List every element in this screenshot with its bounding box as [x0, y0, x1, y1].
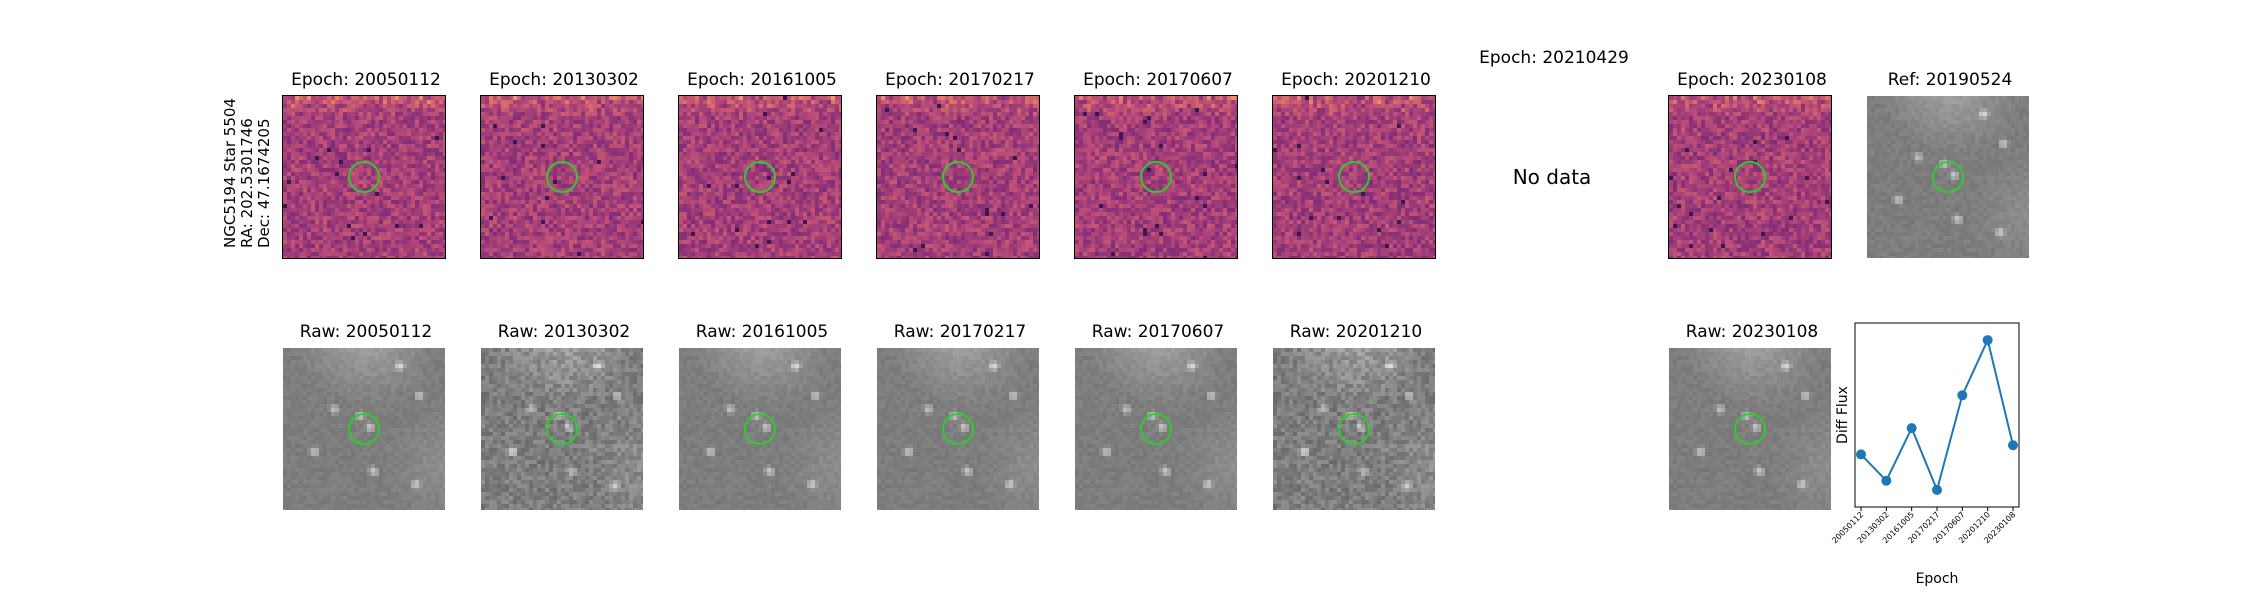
aperture-circle: [546, 413, 578, 445]
aperture-circle: [1734, 161, 1766, 193]
data-point: [1982, 335, 1993, 346]
diff-image: [480, 95, 644, 259]
diff-image: [1272, 95, 1436, 259]
raw-image: [1668, 347, 1832, 511]
ref-image: [1866, 95, 2030, 259]
series-line: [1860, 337, 2014, 494]
raw-title: Raw: 20170607: [1074, 322, 1242, 342]
aperture-circle: [744, 413, 776, 445]
x-axis-label: Epoch: [1916, 571, 1959, 587]
raw-image: [876, 347, 1040, 511]
nodata-message: No data: [1470, 165, 1634, 189]
aperture-circle: [942, 413, 974, 445]
diff-title: Epoch: 20130302: [480, 70, 648, 90]
aperture-circle: [744, 161, 776, 193]
raw-title: Raw: 20170217: [876, 322, 1044, 342]
data-point: [1906, 423, 1917, 434]
diff-title: Epoch: 20230108: [1668, 70, 1836, 90]
aperture-circle: [1338, 161, 1370, 193]
diff-title: Epoch: 20170217: [876, 70, 1044, 90]
raw-title: Raw: 20050112: [282, 322, 450, 342]
aperture-circle: [1734, 413, 1766, 445]
diff-image: [678, 95, 842, 259]
data-point: [1881, 475, 1892, 486]
object-info: NGC5194 Star 5504 RA: 202.5301746 Dec: 4…: [221, 98, 273, 248]
raw-image: [678, 347, 842, 511]
raw-image: [1074, 347, 1238, 511]
object-ra: RA: 202.5301746: [238, 108, 256, 248]
raw-title: Raw: 20230108: [1668, 322, 1836, 342]
aperture-circle: [348, 413, 380, 445]
nodata-panel: No data: [1470, 95, 1634, 259]
aperture-circle: [1140, 161, 1172, 193]
data-point: [1856, 449, 1866, 460]
object-name: NGC5194 Star 5504: [221, 98, 239, 248]
diff-image: [876, 95, 1040, 259]
data-point: [1957, 390, 1968, 401]
object-dec: Dec: 47.1674205: [255, 108, 273, 248]
data-point: [2008, 440, 2018, 451]
diff-title: Epoch: 20161005: [678, 70, 846, 90]
aperture-circle: [1338, 413, 1370, 445]
raw-image: [1272, 347, 1436, 511]
diff-title: Epoch: 20201210: [1272, 70, 1440, 90]
diff-title: Epoch: 20050112: [282, 70, 450, 90]
diff-title: Epoch: 20170607: [1074, 70, 1242, 90]
aperture-circle: [546, 161, 578, 193]
aperture-circle: [1140, 413, 1172, 445]
raw-title: Raw: 20130302: [480, 322, 648, 342]
diff-image: [1668, 95, 1832, 259]
data-point: [1932, 484, 1942, 495]
nodata-title: Epoch: 20210429: [1470, 48, 1638, 68]
flux-light-curve-chart: 2005011220130302201610052017021720170607…: [1830, 322, 2020, 587]
ref-title: Ref: 20190524: [1866, 70, 2034, 90]
diff-image: [282, 95, 446, 259]
raw-title: Raw: 20161005: [678, 322, 846, 342]
raw-image: [282, 347, 446, 511]
raw-title: Raw: 20201210: [1272, 322, 1440, 342]
aperture-circle: [1932, 161, 1964, 193]
aperture-circle: [942, 161, 974, 193]
diff-image: [1074, 95, 1238, 259]
aperture-circle: [348, 161, 380, 193]
chart-frame: [1854, 322, 2020, 508]
raw-image: [480, 347, 644, 511]
y-axis-label: Diff Flux: [1835, 386, 1851, 444]
